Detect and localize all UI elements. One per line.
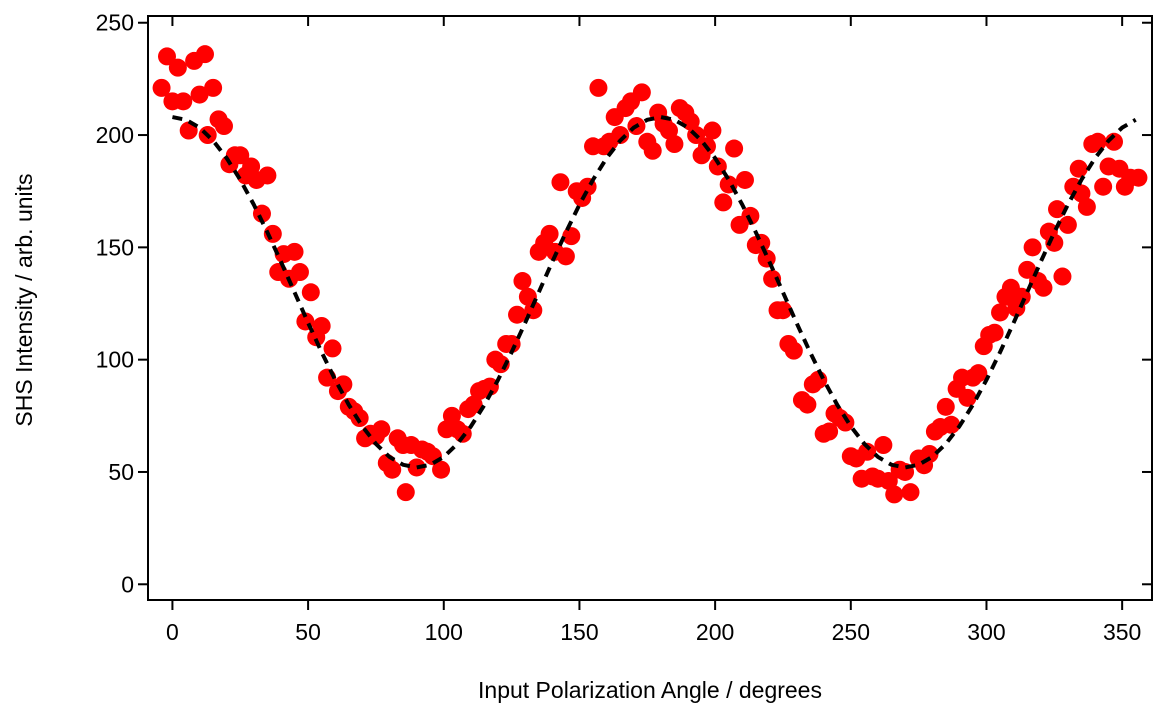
x-tick-label: 300 — [967, 619, 1005, 645]
data-point — [1072, 184, 1091, 203]
data-point — [1077, 197, 1096, 216]
data-point — [809, 370, 828, 389]
data-point — [518, 287, 537, 306]
data-point — [632, 83, 651, 102]
data-point — [350, 409, 369, 428]
data-point — [665, 135, 684, 154]
x-tick-label: 100 — [425, 619, 463, 645]
data-point — [442, 406, 461, 425]
data-point — [936, 397, 955, 416]
data-point — [513, 272, 532, 291]
data-point — [901, 483, 920, 502]
data-point — [432, 460, 451, 479]
data-point — [725, 139, 744, 158]
data-point — [174, 92, 193, 111]
data-point — [258, 166, 277, 185]
data-point — [773, 301, 792, 320]
data-point — [1069, 159, 1088, 178]
x-tick-label: 150 — [560, 619, 598, 645]
data-point — [214, 117, 233, 136]
data-point — [1088, 132, 1107, 151]
data-point — [708, 157, 727, 176]
data-point — [969, 364, 988, 383]
data-point — [836, 413, 855, 432]
x-tick-label: 200 — [696, 619, 734, 645]
data-point — [703, 121, 722, 140]
data-point — [190, 85, 209, 104]
x-tick-label: 350 — [1103, 619, 1141, 645]
data-point — [312, 316, 331, 335]
fit-line — [172, 115, 1137, 470]
data-point — [252, 204, 271, 223]
data-point — [784, 341, 803, 360]
y-tick-label: 250 — [96, 10, 134, 36]
y-tick-label: 100 — [96, 347, 134, 373]
data-point — [508, 305, 527, 324]
data-point — [714, 193, 733, 212]
data-point — [611, 126, 630, 145]
x-tick-label: 50 — [295, 619, 321, 645]
data-point — [480, 377, 499, 396]
data-point — [1012, 287, 1031, 306]
data-point — [1053, 267, 1072, 286]
data-point — [879, 471, 898, 490]
data-point — [1018, 260, 1037, 279]
data-point — [920, 445, 939, 463]
data-point — [1034, 278, 1053, 297]
data-point — [168, 58, 187, 77]
data-point — [562, 227, 581, 246]
data-point — [195, 45, 214, 64]
data-point — [1058, 215, 1077, 234]
x-tick-label: 0 — [166, 619, 179, 645]
y-tick-label: 50 — [108, 459, 134, 485]
data-point — [372, 420, 391, 439]
data-point — [231, 146, 250, 165]
data-point — [152, 78, 171, 97]
data-point — [858, 442, 877, 461]
data-point — [874, 436, 893, 455]
data-point — [942, 415, 961, 434]
data-point — [885, 485, 904, 504]
data-point — [157, 47, 176, 66]
y-tick-label: 0 — [121, 571, 134, 597]
data-point — [643, 141, 662, 160]
data-point — [798, 395, 817, 414]
data-point — [290, 263, 309, 282]
data-point — [985, 323, 1004, 342]
data-point — [1094, 177, 1113, 196]
data-point — [991, 303, 1010, 322]
data-point — [464, 395, 483, 414]
data-point — [204, 78, 223, 97]
y-axis-title: SHS Intensity / arb. units — [11, 173, 37, 426]
plot-frame — [147, 15, 1153, 601]
data-point — [323, 339, 342, 358]
x-axis-title: Input Polarization Angle / degrees — [478, 677, 822, 703]
data-point — [735, 170, 754, 189]
data-point — [551, 173, 570, 192]
data-point — [301, 283, 320, 302]
data-point — [741, 206, 760, 225]
data-point — [556, 247, 575, 266]
data-point — [1048, 200, 1067, 219]
data-point — [659, 121, 678, 140]
data-point — [589, 78, 608, 97]
data-point — [540, 224, 559, 243]
x-tick-label: 250 — [832, 619, 870, 645]
data-point — [383, 460, 402, 479]
data-point — [407, 458, 426, 477]
y-tick-label: 200 — [96, 122, 134, 148]
data-point — [763, 269, 782, 288]
data-point — [1023, 238, 1042, 257]
data-point — [820, 422, 839, 441]
data-point — [752, 233, 771, 252]
data-point — [242, 157, 261, 176]
data-point — [502, 334, 521, 353]
data-point — [958, 388, 977, 407]
data-point — [285, 242, 304, 261]
data-point — [396, 483, 415, 502]
data-point — [1129, 168, 1148, 187]
y-tick-label: 150 — [96, 234, 134, 260]
